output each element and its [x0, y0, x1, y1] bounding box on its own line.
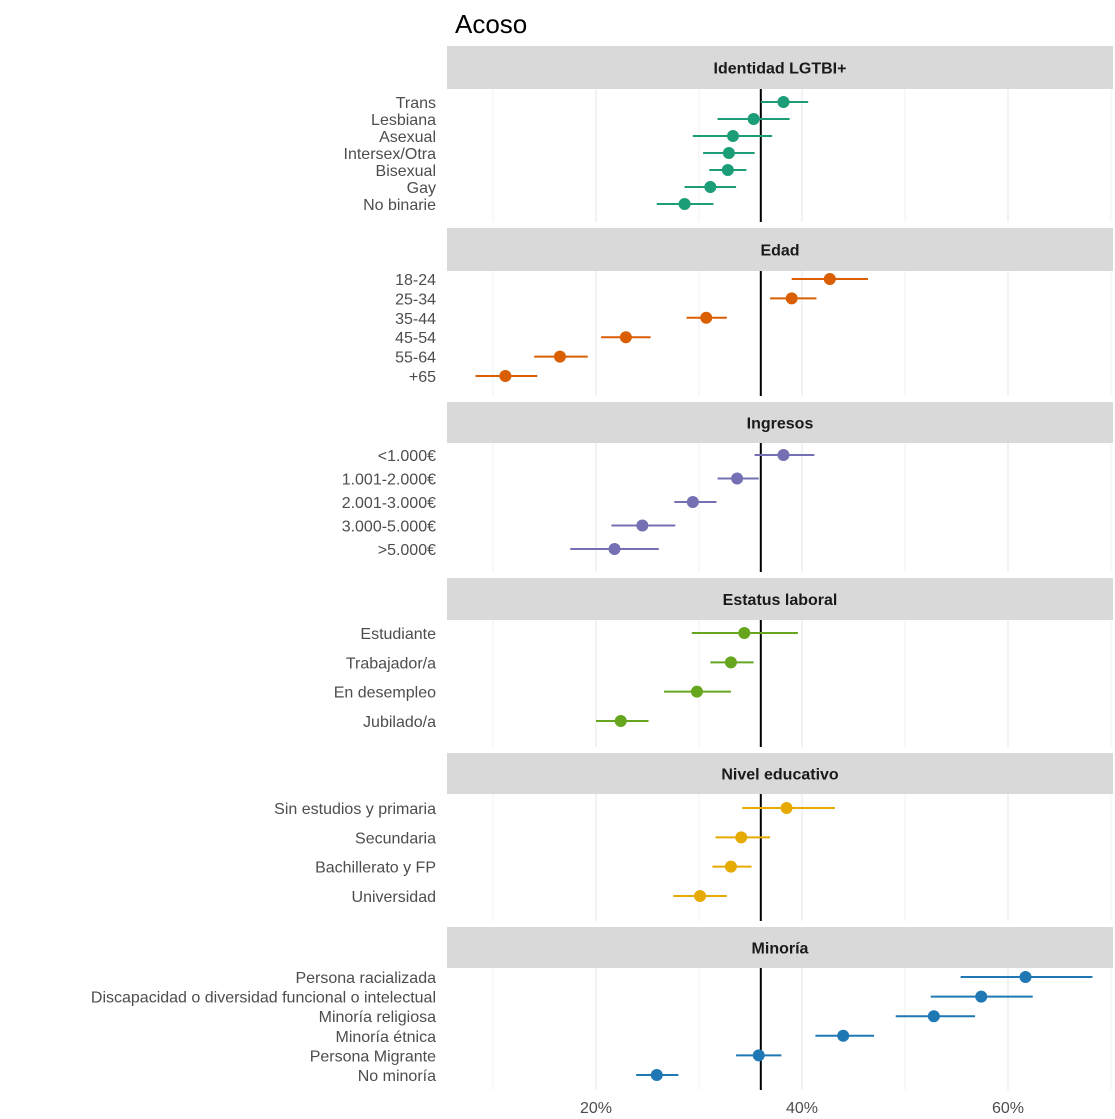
facet-strip-label: Edad	[760, 243, 799, 260]
chart-title: Acoso	[455, 9, 527, 39]
data-point	[837, 1030, 849, 1042]
data-point	[727, 130, 739, 142]
data-point	[725, 861, 737, 873]
category-label: No minoría	[358, 1068, 436, 1085]
data-point	[777, 449, 789, 461]
data-point	[700, 312, 712, 324]
category-label: Lesbiana	[371, 112, 436, 129]
data-point	[731, 473, 743, 485]
data-point	[554, 351, 566, 363]
data-point	[975, 991, 987, 1003]
category-label: 3.000-5.000€	[342, 519, 436, 536]
category-label: <1.000€	[378, 448, 436, 465]
category-label: 55-64	[395, 350, 436, 367]
x-tick-label: 40%	[786, 1100, 818, 1117]
category-label: Bisexual	[376, 163, 436, 180]
data-point	[679, 198, 691, 210]
data-point	[735, 831, 747, 843]
category-label: Asexual	[379, 129, 436, 146]
data-point	[725, 656, 737, 668]
data-point	[694, 890, 706, 902]
category-label: Jubilado/a	[363, 714, 436, 731]
facet-strip-label: Ingresos	[747, 416, 814, 433]
data-point	[615, 715, 627, 727]
data-point	[748, 113, 760, 125]
data-point	[620, 331, 632, 343]
x-axis-tick-layer: 20% 40% 60%	[580, 1100, 1024, 1117]
category-label: Universidad	[352, 889, 436, 906]
data-point	[651, 1069, 663, 1081]
category-label: Persona racializada	[295, 970, 436, 987]
category-label: 35-44	[395, 311, 436, 328]
data-point	[777, 96, 789, 108]
data-point	[687, 496, 699, 508]
category-label: 2.001-3.000€	[342, 495, 436, 512]
facet-strip-label: Nivel educativo	[721, 767, 839, 784]
category-label: Persona Migrante	[310, 1048, 436, 1065]
category-label: +65	[409, 369, 436, 386]
data-point	[636, 520, 648, 532]
category-label: >5.000€	[378, 542, 436, 559]
facet-strip-label: Identidad LGTBI+	[714, 61, 847, 78]
data-point	[704, 181, 716, 193]
category-label: 25-34	[395, 291, 436, 308]
data-point	[824, 273, 836, 285]
data-point	[781, 802, 793, 814]
category-label: Gay	[407, 180, 436, 197]
category-label: 18-24	[395, 272, 436, 289]
category-label: Bachillerato y FP	[315, 860, 436, 877]
data-point	[753, 1049, 765, 1061]
category-label: Sin estudios y primaria	[274, 801, 436, 818]
data-point	[786, 292, 798, 304]
data-point	[691, 686, 703, 698]
data-point	[723, 147, 735, 159]
x-tick-label: 60%	[992, 1100, 1024, 1117]
category-label: Discapacidad o diversidad funcional o in…	[91, 990, 436, 1007]
category-label: Trans	[396, 95, 436, 112]
facet-strip-label: Minoría	[752, 941, 809, 958]
data-point	[722, 164, 734, 176]
category-label: Intersex/Otra	[344, 146, 437, 163]
category-label: Trabajador/a	[346, 655, 436, 672]
facet-strip-label: Estatus laboral	[723, 592, 838, 609]
data-point	[609, 543, 621, 555]
data-point	[928, 1010, 940, 1022]
category-label: 45-54	[395, 330, 436, 347]
category-label: Secundaria	[355, 830, 436, 847]
category-label: Estudiante	[360, 626, 436, 643]
category-label: Minoría étnica	[336, 1029, 437, 1046]
category-label: En desempleo	[334, 685, 436, 702]
category-label: 1.001-2.000€	[342, 472, 436, 489]
data-point	[738, 627, 750, 639]
x-tick-label: 20%	[580, 1100, 612, 1117]
strip-layer: Identidad LGTBI+ Edad Ingresos Estatus labo…	[447, 46, 1113, 968]
data-point	[499, 370, 511, 382]
category-label: No binarie	[363, 197, 436, 214]
data-point	[1020, 971, 1032, 983]
category-label: Minoría religiosa	[319, 1009, 436, 1026]
category-label-layer: TransLesbianaAsexualIntersex/OtraBisexua…	[91, 95, 436, 1085]
